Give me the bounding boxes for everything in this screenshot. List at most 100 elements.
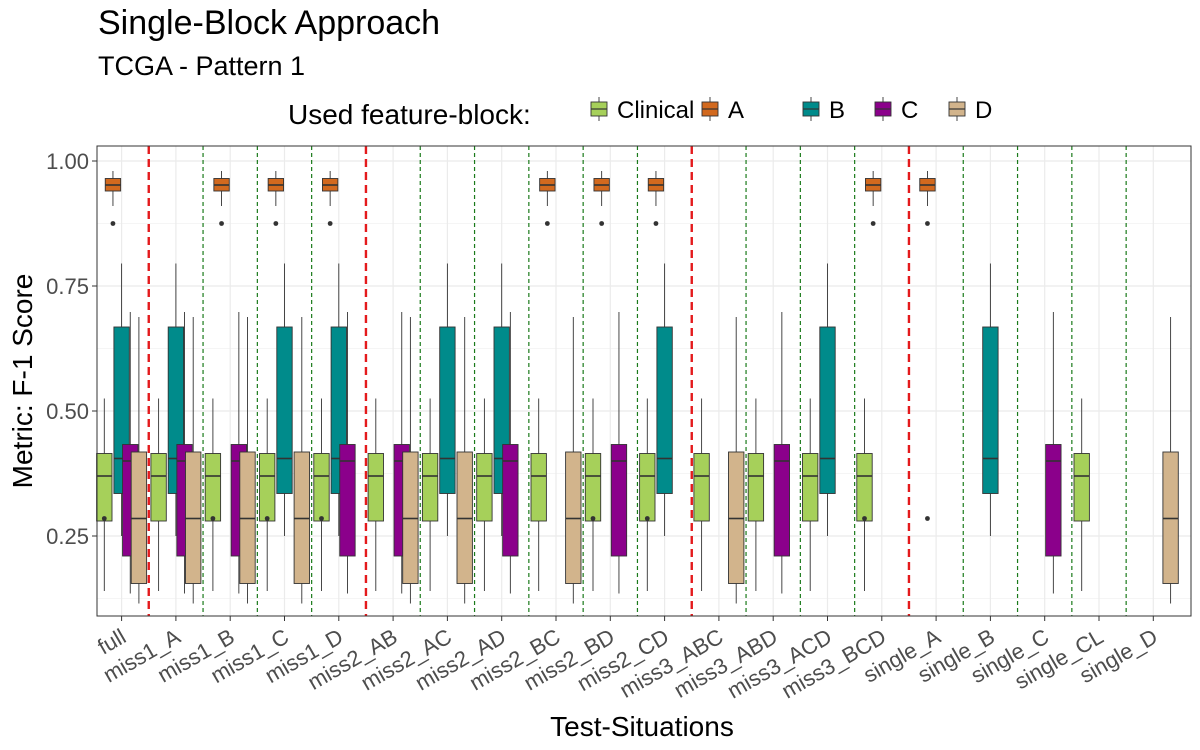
- box-miss1_C-Clinical: [259, 398, 276, 591]
- outlier-point: [599, 221, 605, 226]
- legend-label: A: [728, 97, 744, 124]
- box-iqr: [747, 453, 765, 522]
- box-iqr: [421, 453, 439, 522]
- y-tick-label: 1.00: [46, 149, 89, 174]
- box-iqr: [982, 326, 999, 494]
- box-miss3_ABC-Clinical: [693, 398, 710, 591]
- box-iqr: [1073, 453, 1090, 522]
- y-tick-label: 0.75: [46, 274, 89, 299]
- box-iqr: [313, 453, 330, 522]
- box-iqr: [584, 453, 602, 522]
- box-miss3_BCD-A: [865, 171, 882, 226]
- box-iqr: [610, 444, 628, 557]
- outlier-point: [925, 221, 930, 226]
- box-miss1_D-Clinical: [313, 398, 330, 591]
- outlier-point: [273, 221, 279, 226]
- legend: Used feature-block: Clinical A B C D: [288, 97, 992, 130]
- box-iqr: [204, 453, 222, 522]
- box-miss1_B-A: [213, 171, 230, 226]
- box-miss2_BD-Clinical: [584, 398, 602, 591]
- box-miss3_ABC-D: [728, 317, 745, 604]
- outlier-point: [862, 516, 867, 521]
- box-miss2_BC-Clinical: [530, 398, 547, 591]
- box-miss2_BD-C: [610, 312, 628, 594]
- chart-subtitle: TCGA - Pattern 1: [98, 51, 305, 81]
- box-miss1_B-Clinical: [204, 398, 222, 591]
- outlier-point: [327, 221, 333, 226]
- legend-item-D: D: [948, 97, 992, 124]
- box-single_CL-Clinical: [1073, 398, 1090, 591]
- box-miss1_D-C: [339, 312, 356, 594]
- box-iqr: [502, 444, 519, 557]
- legend-label: D: [975, 97, 992, 124]
- outlier-point: [219, 221, 224, 226]
- outlier-point: [101, 516, 107, 521]
- box-miss3_ABD-C: [773, 312, 791, 594]
- box-iqr: [819, 326, 836, 494]
- box-miss1_C-D: [293, 317, 310, 604]
- box-miss1_C-A: [267, 171, 284, 226]
- box-iqr: [802, 453, 819, 522]
- box-miss2_AD-C: [502, 312, 519, 594]
- outlier-point: [925, 516, 930, 521]
- box-miss3_BCD-Clinical: [856, 398, 873, 591]
- box-miss1_C-B: [276, 263, 293, 536]
- x-axis-title: Test-Situations: [550, 711, 734, 742]
- box-single_D-D: [1162, 317, 1179, 604]
- legend-item-A: A: [701, 97, 744, 124]
- box-miss1_A-D: [185, 317, 202, 604]
- y-axis: 0.25 0.50 0.75 1.00: [46, 149, 97, 549]
- outlier-point: [110, 221, 116, 226]
- box-miss2_AC-D: [456, 317, 473, 604]
- outlier-point: [264, 516, 270, 521]
- box-miss2_AC-B: [439, 263, 456, 536]
- y-tick-label: 0.50: [46, 399, 89, 424]
- box-miss3_ACD-B: [819, 263, 836, 536]
- box-iqr: [530, 453, 547, 522]
- box-miss2_BC-A: [539, 171, 556, 226]
- outlier-point: [870, 221, 876, 226]
- box-groups: [96, 171, 1179, 604]
- box-single_C-C: [1045, 312, 1062, 594]
- box-miss1_D-A: [322, 171, 339, 226]
- box-miss2_CD-B: [656, 263, 673, 536]
- outlier-point: [653, 221, 659, 226]
- box-miss2_CD-A: [647, 171, 665, 226]
- outlier-point: [644, 516, 650, 521]
- box-iqr: [439, 326, 456, 494]
- box-miss1_A-Clinical: [150, 398, 167, 591]
- box-miss2_AD-Clinical: [476, 398, 493, 591]
- box-iqr: [693, 453, 710, 522]
- legend-item-Clinical: Clinical: [590, 97, 694, 124]
- box-miss2_BD-A: [593, 171, 610, 226]
- y-axis-title: Metric: F-1 Score: [7, 274, 38, 489]
- outlier-point: [544, 221, 550, 226]
- box-miss2_AC-Clinical: [421, 398, 439, 591]
- box-iqr: [276, 326, 293, 494]
- outlier-point: [590, 516, 596, 521]
- legend-item-C: C: [874, 97, 918, 124]
- y-tick-label: 0.25: [46, 524, 89, 549]
- box-miss2_BC-D: [565, 317, 582, 604]
- box-full-A: [104, 171, 122, 226]
- box-single_B-B: [982, 263, 999, 536]
- outlier-point: [210, 516, 216, 521]
- situation-separators: [147, 146, 1127, 616]
- box-miss2_CD-Clinical: [639, 398, 656, 591]
- box-iqr: [96, 453, 113, 522]
- box-iqr: [339, 444, 356, 557]
- legend-item-B: B: [802, 97, 845, 124]
- x-axis: fullmiss1_Amiss1_Bmiss1_Cmiss1_Dmiss2_AB…: [93, 616, 1162, 703]
- box-full-D: [130, 317, 148, 604]
- outlier-point: [319, 516, 324, 521]
- box-miss3_ACD-Clinical: [802, 398, 819, 591]
- box-iqr: [639, 453, 656, 522]
- plot-panel: [97, 146, 1191, 616]
- chart-title: Single-Block Approach: [98, 4, 440, 42]
- box-single_A-A: [919, 171, 936, 521]
- box-miss2_AB-D: [402, 317, 419, 604]
- box-miss2_AB-Clinical: [367, 398, 384, 591]
- box-miss3_ABD-Clinical: [747, 398, 765, 591]
- box-miss1_B-D: [239, 317, 256, 604]
